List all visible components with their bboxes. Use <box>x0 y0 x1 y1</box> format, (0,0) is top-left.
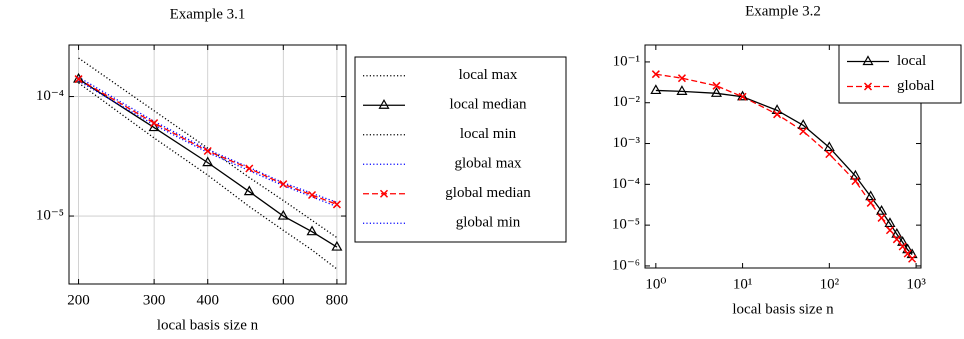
series-line <box>78 82 338 270</box>
marker <box>876 204 888 215</box>
marker <box>150 119 159 128</box>
chart-title: Example 3.2 <box>745 3 821 19</box>
marker <box>74 75 83 84</box>
marker <box>898 242 907 251</box>
legend-label: global median <box>445 185 531 201</box>
legend-label: local <box>897 53 926 69</box>
legend-marker <box>863 82 873 91</box>
legend-marker <box>862 55 874 66</box>
y-tick-label: 10⁻⁴ <box>612 176 640 192</box>
series-line <box>78 78 338 248</box>
legend-frame <box>354 56 567 243</box>
marker <box>866 198 875 207</box>
marker <box>906 248 918 259</box>
marker <box>710 87 722 97</box>
legend-label: global <box>897 78 935 94</box>
plot-frame <box>68 44 347 285</box>
x-tick-label: 10² <box>820 276 840 292</box>
legend-label: local median <box>449 97 527 113</box>
marker <box>865 190 877 201</box>
y-tick-label: 10⁻¹ <box>613 53 640 69</box>
marker <box>908 254 917 263</box>
x-tick-label: 400 <box>196 292 219 308</box>
marker <box>823 141 835 152</box>
y-tick-label: 10⁻³ <box>613 135 641 151</box>
marker <box>799 127 808 136</box>
marker <box>737 90 749 101</box>
marker <box>892 235 901 244</box>
marker <box>773 110 782 119</box>
marker <box>331 240 343 251</box>
legend-label: global max <box>454 156 522 172</box>
chart: Example 3.1 10⁻⁴ 10⁻⁵ 200 300 400 600 800 local … <box>36 6 567 333</box>
marker <box>897 236 909 246</box>
marker <box>307 190 317 200</box>
marker <box>877 213 886 222</box>
legend: local max local median local min global max… <box>354 56 567 243</box>
x-tick-label: 300 <box>143 292 166 308</box>
x-axis-label: local basis size n <box>157 317 259 333</box>
chart: Example 3.2 10⁻¹ 10⁻² 10⁻³ 10⁻⁴ 10⁻⁵ 10⁻⁶ 10⁰ 10… <box>612 3 962 317</box>
x-tick-label: 10⁰ <box>645 276 666 292</box>
marker <box>73 72 85 83</box>
legend-marker <box>378 99 390 109</box>
marker <box>279 180 288 189</box>
x-tick-label: 10³ <box>906 276 926 292</box>
y-tick-label: 10⁻² <box>613 94 641 110</box>
marker <box>306 225 318 236</box>
marker <box>825 150 834 159</box>
legend-label: local max <box>459 67 518 83</box>
marker <box>650 84 662 95</box>
marker <box>738 92 747 101</box>
legend-label: global min <box>456 215 521 231</box>
x-axis-label: local basis size n <box>732 301 834 317</box>
y-tick-label: 10⁻⁵ <box>612 217 640 233</box>
marker <box>332 200 341 209</box>
series-line <box>655 89 913 256</box>
y-tick-label: 10⁻⁶ <box>612 257 640 273</box>
marker <box>712 81 721 90</box>
marker <box>849 169 861 180</box>
y-tick-label: 10⁻⁵ <box>36 207 64 223</box>
marker <box>243 185 255 196</box>
marker <box>203 147 212 156</box>
legend: local global <box>838 44 962 104</box>
legend-marker <box>379 189 389 198</box>
marker <box>245 164 254 173</box>
marker <box>148 121 160 132</box>
legend-frame <box>838 44 962 104</box>
x-tick-label: 600 <box>272 292 295 308</box>
plot-frame <box>644 44 922 269</box>
series-line <box>78 57 338 239</box>
marker <box>651 70 660 79</box>
marker <box>677 74 686 83</box>
marker <box>797 119 809 129</box>
marker <box>202 156 214 167</box>
marker <box>851 177 860 186</box>
marker <box>884 217 896 228</box>
marker <box>891 227 903 238</box>
x-tick-label: 10¹ <box>733 276 753 292</box>
marker <box>885 226 894 235</box>
marker <box>676 85 688 95</box>
legend-label: local min <box>460 126 517 142</box>
x-tick-label: 200 <box>67 292 90 308</box>
marker <box>277 209 289 220</box>
chart-title: Example 3.1 <box>170 6 246 22</box>
x-tick-label: 800 <box>326 292 349 308</box>
y-tick-label: 10⁻⁴ <box>36 88 64 104</box>
